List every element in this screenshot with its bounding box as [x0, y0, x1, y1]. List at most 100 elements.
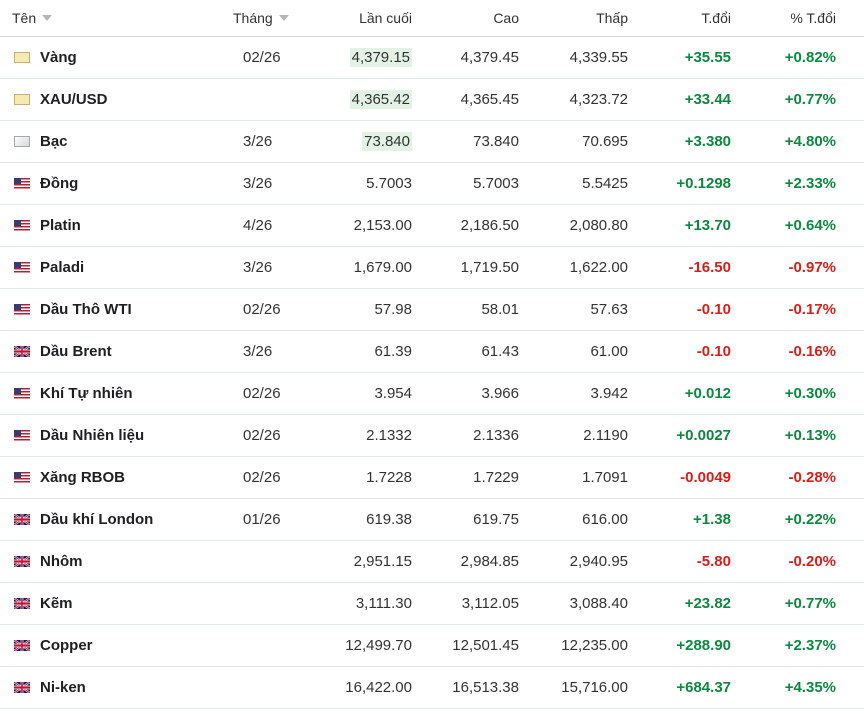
commodity-name-cell[interactable]: Paladi: [0, 246, 225, 289]
table-row[interactable]: Dầu Brent 3/26 61.39 61.43 61.00 -0.10 -…: [0, 330, 864, 373]
commodity-name-cell[interactable]: Dầu Brent: [0, 330, 225, 373]
commodity-name-cell[interactable]: Dầu Thô WTI: [0, 288, 225, 331]
high-cell: 61.43: [420, 330, 527, 373]
commodity-name[interactable]: Ni-ken: [40, 678, 86, 696]
table-row[interactable]: Khí Tự nhiên 02/26 3.954 3.966 3.942 +0.…: [0, 372, 864, 415]
month-cell: [225, 624, 320, 667]
commodity-name-cell[interactable]: Xăng RBOB: [0, 456, 225, 499]
low-cell: 2,940.95: [527, 540, 636, 583]
commodity-name-cell[interactable]: Ni-ken: [0, 666, 225, 709]
table-row[interactable]: Đồng 3/26 5.7003 5.7003 5.5425 +0.1298 +…: [0, 162, 864, 205]
table-row[interactable]: Xăng RBOB 02/26 1.7228 1.7229 1.7091 -0.…: [0, 456, 864, 499]
commodity-name-cell[interactable]: Platin: [0, 204, 225, 247]
high-cell: 73.840: [420, 120, 527, 163]
change-cell: +0.0027: [636, 414, 739, 457]
header-low[interactable]: Thấp: [527, 0, 636, 37]
high-cell: 2,186.50: [420, 204, 527, 247]
low-cell: 15,716.00: [527, 666, 636, 709]
commodity-name[interactable]: Nhôm: [40, 552, 83, 570]
month-cell: [225, 540, 320, 583]
header-last[interactable]: Lần cuối: [320, 0, 420, 37]
header-change-pct[interactable]: % T.đổi: [739, 0, 864, 37]
commodity-name-cell[interactable]: XAU/USD: [0, 78, 225, 121]
table-row[interactable]: XAU/USD 4,365.42 4,365.45 4,323.72 +33.4…: [0, 78, 864, 121]
high-cell: 619.75: [420, 498, 527, 541]
last-price: 4,379.15: [349, 47, 412, 67]
commodity-name-cell[interactable]: Vàng: [0, 36, 225, 79]
commodity-name[interactable]: Platin: [40, 216, 81, 234]
last-price-cell: 16,422.00: [320, 666, 420, 709]
commodity-name[interactable]: Dầu Brent: [40, 342, 112, 360]
change-cell: +288.90: [636, 624, 739, 667]
commodity-name-cell[interactable]: Copper: [0, 624, 225, 667]
low-cell: 3,088.40: [527, 582, 636, 625]
header-name[interactable]: Tên: [0, 0, 225, 37]
us-flag-icon: [14, 177, 30, 189]
commodity-name-cell[interactable]: Kẽm: [0, 582, 225, 625]
table-row[interactable]: Vàng 02/26 4,379.15 4,379.45 4,339.55 +3…: [0, 36, 864, 79]
commodity-name[interactable]: Xăng RBOB: [40, 468, 126, 486]
commodity-name[interactable]: XAU/USD: [40, 90, 108, 108]
last-price-cell: 1.7228: [320, 456, 420, 499]
month-cell: 02/26: [225, 414, 320, 457]
header-high-label: Cao: [493, 9, 519, 26]
commodity-name[interactable]: Dầu Nhiên liệu: [40, 426, 145, 444]
change-pct-cell: +4.35%: [739, 666, 864, 709]
commodity-name[interactable]: Khí Tự nhiên: [40, 384, 133, 402]
last-price: 2,153.00: [353, 216, 412, 234]
table-row[interactable]: Platin 4/26 2,153.00 2,186.50 2,080.80 +…: [0, 204, 864, 247]
commodity-name-cell[interactable]: Bạc: [0, 120, 225, 163]
commodity-name-cell[interactable]: Dầu Nhiên liệu: [0, 414, 225, 457]
uk-flag-icon: [14, 345, 30, 357]
change-cell: +1.38: [636, 498, 739, 541]
high-cell: 5.7003: [420, 162, 527, 205]
commodity-name[interactable]: Đồng: [40, 174, 79, 192]
header-change[interactable]: T.đổi: [636, 0, 739, 37]
change-pct-cell: +2.37%: [739, 624, 864, 667]
table-row[interactable]: Kẽm 3,111.30 3,112.05 3,088.40 +23.82 +0…: [0, 582, 864, 625]
table-row[interactable]: Dầu Thô WTI 02/26 57.98 58.01 57.63 -0.1…: [0, 288, 864, 331]
table-row[interactable]: Ni-ken 16,422.00 16,513.38 15,716.00 +68…: [0, 666, 864, 709]
commodity-name[interactable]: Dầu khí London: [40, 510, 154, 528]
table-row[interactable]: Bạc 3/26 73.840 73.840 70.695 +3.380 +4.…: [0, 120, 864, 163]
table-row[interactable]: Copper 12,499.70 12,501.45 12,235.00 +28…: [0, 624, 864, 667]
commodity-name-cell[interactable]: Khí Tự nhiên: [0, 372, 225, 415]
commodity-name-cell[interactable]: Dầu khí London: [0, 498, 225, 541]
uk-flag-icon: [14, 513, 30, 525]
header-change-pct-label: % T.đổi: [790, 9, 836, 26]
commodity-name-cell[interactable]: Nhôm: [0, 540, 225, 583]
month-cell: 4/26: [225, 204, 320, 247]
table-row[interactable]: Paladi 3/26 1,679.00 1,719.50 1,622.00 -…: [0, 246, 864, 289]
low-cell: 12,235.00: [527, 624, 636, 667]
change-pct-cell: -0.28%: [739, 456, 864, 499]
us-flag-icon: [14, 219, 30, 231]
us-flag-icon: [14, 429, 30, 441]
change-pct-cell: -0.16%: [739, 330, 864, 373]
last-price-cell: 61.39: [320, 330, 420, 373]
sort-down-icon[interactable]: [42, 14, 53, 21]
commodity-name[interactable]: Paladi: [40, 258, 85, 276]
change-pct-cell: +0.22%: [739, 498, 864, 541]
table-row[interactable]: Dầu khí London 01/26 619.38 619.75 616.0…: [0, 498, 864, 541]
last-price: 61.39: [374, 342, 412, 360]
last-price-cell: 12,499.70: [320, 624, 420, 667]
table-row[interactable]: Nhôm 2,951.15 2,984.85 2,940.95 -5.80 -0…: [0, 540, 864, 583]
commodity-name[interactable]: Dầu Thô WTI: [40, 300, 132, 318]
change-pct-cell: +0.30%: [739, 372, 864, 415]
header-high[interactable]: Cao: [420, 0, 527, 37]
us-flag-icon: [14, 387, 30, 399]
uk-flag-icon: [14, 555, 30, 567]
change-pct-cell: +0.64%: [739, 204, 864, 247]
header-month[interactable]: Tháng: [225, 0, 320, 37]
high-cell: 3.966: [420, 372, 527, 415]
gold-icon: [14, 51, 30, 63]
commodity-name[interactable]: Kẽm: [40, 594, 73, 612]
commodity-name[interactable]: Bạc: [40, 132, 68, 150]
commodity-name-cell[interactable]: Đồng: [0, 162, 225, 205]
last-price: 3.954: [374, 384, 412, 402]
commodity-name[interactable]: Vàng: [40, 48, 77, 66]
sort-down-icon[interactable]: [278, 14, 289, 21]
table-row[interactable]: Dầu Nhiên liệu 02/26 2.1332 2.1336 2.119…: [0, 414, 864, 457]
change-cell: -0.0049: [636, 456, 739, 499]
commodity-name[interactable]: Copper: [40, 636, 93, 654]
